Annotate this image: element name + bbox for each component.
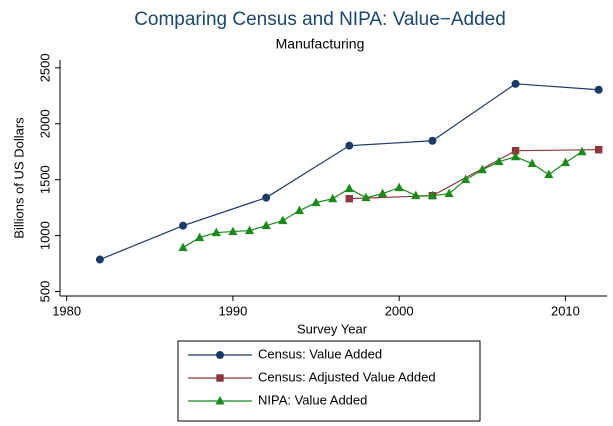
data-point — [261, 220, 271, 230]
data-point — [345, 141, 354, 150]
x-tick-label: 2010 — [551, 303, 580, 318]
data-point — [394, 182, 404, 192]
y-tick-label: 1000 — [37, 221, 52, 250]
y-tick-label: 500 — [37, 281, 52, 303]
data-point — [178, 242, 188, 252]
legend-marker — [215, 396, 225, 405]
x-tick-label: 1990 — [218, 303, 247, 318]
data-point — [311, 197, 321, 207]
data-point — [511, 147, 520, 155]
data-point — [344, 183, 354, 193]
legend-box — [177, 340, 481, 422]
legend-marker — [216, 351, 224, 359]
data-point — [594, 85, 603, 94]
data-point — [594, 146, 603, 154]
data-point — [411, 190, 421, 200]
data-point — [345, 194, 353, 203]
x-tick-label: 1980 — [52, 303, 81, 318]
data-point — [527, 158, 537, 168]
data-point — [444, 188, 454, 198]
chart-title: Comparing Census and NIPA: Value−Added — [134, 9, 506, 30]
data-point — [179, 221, 188, 230]
x-axis-label: Survey Year — [297, 321, 368, 336]
data-point — [377, 188, 388, 198]
data-point — [361, 192, 371, 202]
data-point — [95, 255, 104, 264]
x-tick-label: 2000 — [385, 303, 414, 318]
data-point — [228, 226, 238, 236]
series-line — [349, 149, 599, 200]
data-point — [262, 193, 271, 202]
data-point — [510, 151, 521, 161]
data-point — [427, 190, 438, 200]
y-tick-label: 2000 — [37, 109, 52, 138]
data-point — [211, 227, 221, 237]
data-point — [428, 136, 437, 145]
y-tick-label: 1500 — [37, 165, 52, 194]
data-point — [494, 156, 504, 166]
legend-label: NIPA: Value Added — [258, 392, 367, 407]
data-point — [477, 164, 487, 174]
data-point — [544, 169, 554, 179]
data-point — [577, 146, 587, 156]
data-point — [328, 193, 338, 203]
data-point — [560, 157, 571, 167]
chart-subtitle: Manufacturing — [276, 36, 365, 52]
legend-marker — [216, 374, 224, 382]
data-point — [511, 79, 520, 88]
data-point — [294, 205, 305, 215]
data-point — [278, 215, 288, 225]
data-point — [195, 232, 205, 242]
y-tick-label: 2500 — [37, 53, 52, 82]
y-axis-label: Billions of US Dollars — [11, 117, 26, 239]
data-point — [244, 225, 255, 235]
legend-label: Census: Value Added — [258, 346, 382, 361]
data-point — [461, 174, 471, 184]
legend-label: Census: Adjusted Value Added — [258, 369, 436, 384]
